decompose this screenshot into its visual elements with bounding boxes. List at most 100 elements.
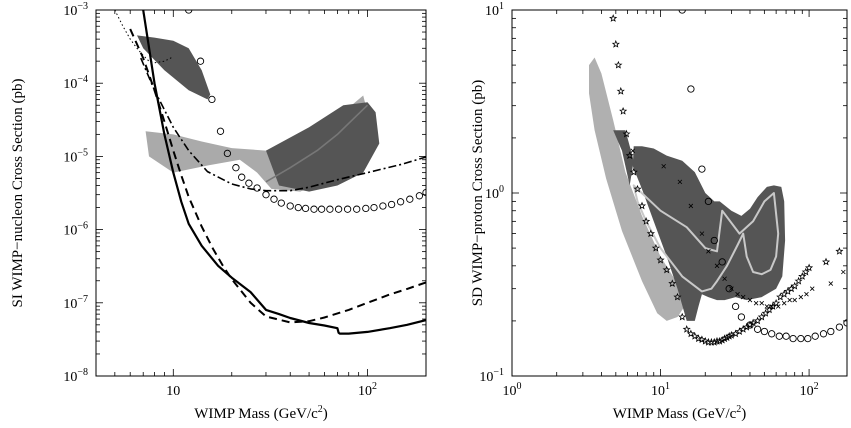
circle-marker	[396, 198, 405, 206]
star-marker	[790, 281, 799, 290]
star-marker	[720, 334, 729, 343]
allowed-region-1	[632, 146, 786, 321]
star-marker	[694, 334, 703, 343]
circle-marker	[326, 205, 334, 213]
star-marker	[619, 106, 628, 115]
star-marker	[715, 336, 724, 345]
star-marker	[609, 14, 618, 22]
y-tick-label: 10−3	[63, 1, 88, 19]
star-marker	[637, 201, 647, 210]
cross-marker	[740, 294, 746, 300]
cross-marker	[688, 203, 694, 209]
circle-marker	[687, 85, 695, 93]
circle-marker	[797, 334, 805, 343]
circle-marker	[415, 192, 424, 200]
circle-marker	[737, 313, 746, 321]
star-marker	[686, 329, 695, 338]
star-marker	[783, 287, 792, 295]
circle-marker	[317, 205, 326, 213]
x-axis-label: WIMP Mass (GeV/c2)	[194, 404, 328, 422]
limit-curve-0	[142, 10, 426, 335]
circle-marker	[301, 204, 310, 213]
allowed-region-0	[137, 35, 211, 100]
y-tick-label: 10−4	[63, 74, 88, 92]
limit-curve-4	[265, 104, 369, 183]
star-marker	[804, 263, 814, 272]
star-marker	[625, 151, 634, 160]
cross-marker	[714, 263, 720, 269]
y-tick-label: 10−7	[63, 294, 88, 312]
circle-marker	[753, 325, 762, 333]
circle-marker	[208, 95, 216, 104]
circle-marker	[253, 184, 261, 192]
cross-marker	[781, 300, 787, 306]
x-tick-label: 101	[651, 381, 670, 399]
allowed-region-0	[589, 57, 689, 321]
plot-area	[589, 10, 847, 346]
star-marker	[798, 272, 807, 280]
circle-marker	[725, 285, 733, 293]
star-marker	[682, 324, 691, 333]
star-marker	[835, 246, 844, 255]
cross-marker	[841, 269, 846, 275]
circle-marker	[232, 164, 240, 172]
star-marker	[629, 167, 638, 176]
star-marker	[616, 86, 625, 95]
y-tick-label: 10−5	[63, 147, 88, 165]
cross-marker	[630, 148, 636, 154]
cross-marker	[677, 179, 683, 185]
cross-marker	[798, 294, 804, 300]
cross-marker	[729, 286, 734, 291]
y-tick-label: 10−6	[63, 221, 88, 239]
circle-marker	[718, 258, 726, 266]
star-marker	[801, 267, 810, 276]
star-marker	[668, 279, 677, 287]
x-axis-label: WIMP Mass (GeV/c2)	[613, 404, 747, 422]
cross-marker	[769, 304, 774, 309]
circle-marker	[710, 236, 718, 245]
limit-curve-2	[140, 57, 426, 192]
star-marker	[646, 229, 656, 238]
si-cross-section-panel: 10 102 10−8 10−7 10−6 10−5 10−4 10−3 WIMP Mass (…	[10, 1, 427, 422]
star-marker	[697, 335, 707, 344]
cross-marker	[809, 286, 815, 291]
circle-marker	[775, 332, 783, 340]
circle-marker	[782, 332, 790, 340]
circle-marker	[294, 203, 302, 212]
x-tick-label: 102	[358, 381, 377, 399]
circle-marker	[343, 205, 352, 213]
circle-marker	[245, 179, 253, 187]
axes-frame	[95, 9, 427, 377]
circle-marker	[353, 205, 361, 213]
circle-marker	[835, 323, 844, 331]
circle-marker	[286, 202, 294, 210]
limit-curve-1	[129, 28, 426, 324]
circle-marker	[262, 191, 270, 199]
circle-marker	[277, 199, 285, 207]
star-marker	[821, 257, 831, 266]
cross-marker	[722, 276, 727, 282]
limit-curve-0	[632, 184, 780, 293]
cross-marker	[764, 304, 770, 309]
star-marker	[633, 184, 642, 193]
circle-marker	[270, 195, 278, 203]
allowed-region-2	[613, 130, 634, 186]
x-tick-label: 100	[503, 381, 522, 399]
y-axis-label: SI WIMP−nucleon Cross Section (pb)	[10, 78, 26, 307]
star-marker	[651, 243, 660, 252]
circle-marker	[362, 204, 370, 213]
star-marker	[642, 217, 651, 225]
circle-marker	[819, 330, 828, 338]
circle-marker	[370, 203, 378, 212]
circle-marker	[387, 200, 396, 209]
cross-marker	[753, 300, 759, 306]
circle-marker	[804, 334, 812, 343]
star-marker	[656, 255, 665, 264]
star-marker	[794, 276, 803, 285]
cross-marker	[775, 304, 781, 309]
star-marker	[749, 318, 758, 327]
star-marker	[678, 312, 687, 321]
star-marker	[622, 129, 631, 138]
